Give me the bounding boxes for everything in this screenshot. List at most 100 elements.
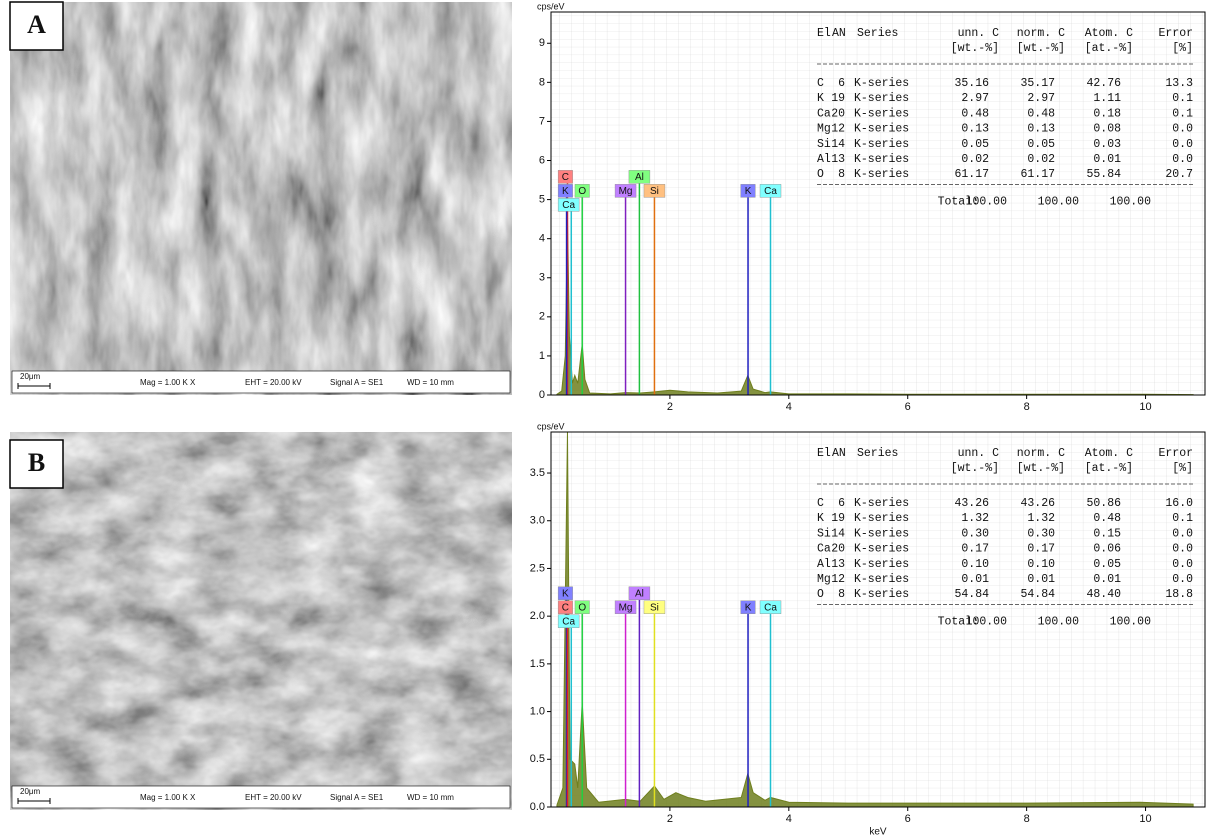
sem-info: WD = 10 mm [407,793,454,802]
sem-image [10,2,512,395]
table-cell: 0.02 [1027,153,1055,166]
table-cell: 0.17 [1027,543,1055,556]
x-tick-label: 10 [1139,813,1151,825]
y-tick-label: 3 [539,272,545,284]
table-cell: 0.1 [1172,92,1193,105]
x-tick-label: 4 [786,813,792,825]
table-cell: 0.0 [1172,138,1193,151]
table-header: El [817,447,831,460]
table-cell: 8 [838,588,845,601]
table-cell: 0.0 [1172,153,1193,166]
sem-info: Signal A = SE1 [330,378,384,387]
table-cell: 0.01 [1093,573,1121,586]
table-unit: [%] [1172,42,1193,55]
table-header: Atom. C [1085,447,1133,460]
element-label: K [562,588,569,599]
table-header: unn. C [958,27,1000,40]
table-cell: 6 [838,77,845,90]
x-tick-label: 8 [1024,813,1030,825]
table-header: norm. C [1017,27,1065,40]
table-cell: K-series [854,588,909,601]
table-cell: K-series [854,107,909,120]
table-cell: 0.1 [1172,512,1193,525]
table-cell: K-series [854,512,909,525]
table-unit: [wt.-%] [1017,42,1065,55]
scale-bar-label: 20μm [20,372,41,381]
table-cell: Al [817,153,831,166]
y-axis-label: cps/eV [537,1,565,11]
table-cell: 0.05 [961,138,989,151]
table-cell: 42.76 [1086,77,1121,90]
x-tick-label: 2 [667,401,673,413]
x-axis-label: keV [869,827,887,838]
table-cell: 0.48 [1093,512,1121,525]
x-tick-label: 6 [905,401,911,413]
table-cell: 13 [831,558,845,571]
table-cell: 19 [831,512,845,525]
table-cell: 0.01 [1027,573,1055,586]
table-cell: 54.84 [954,588,989,601]
table-total: 100.00 [1110,195,1152,208]
table-cell: 48.40 [1086,588,1121,601]
sem-info: EHT = 20.00 kV [245,378,302,387]
table-header: norm. C [1017,447,1065,460]
y-tick-label: 2.0 [530,610,545,622]
figure: 20μmMag = 1.00 K XEHT = 20.00 kVSignal A… [0,0,1210,840]
element-label: C [562,602,569,613]
element-label: O [578,602,586,613]
element-label: Ca [562,200,575,211]
table-header: Series [857,27,898,40]
table-cell: 50.86 [1086,497,1121,510]
y-tick-label: 0.5 [530,753,545,765]
table-cell: K [817,512,824,525]
element-label: K [745,602,752,613]
table-header: Error [1158,447,1193,460]
table-cell: 0.17 [961,543,989,556]
table-cell: K-series [854,77,909,90]
table-unit: [%] [1172,462,1193,475]
table-cell: 0.0 [1172,543,1193,556]
table-cell: 61.17 [954,168,989,181]
table-cell: 0.08 [1093,123,1121,136]
table-header: Atom. C [1085,27,1133,40]
y-tick-label: 4 [539,233,545,245]
element-label: Al [635,588,644,599]
x-tick-label: 6 [905,813,911,825]
scale-bar-label: 20μm [20,787,41,796]
table-cell: 0.10 [961,558,989,571]
element-label: K [745,186,752,197]
table-unit: [wt.-%] [951,462,999,475]
table-cell: K-series [854,138,909,151]
panel-label: A [27,10,46,39]
y-tick-label: 0.0 [530,801,545,813]
sem-info: Signal A = SE1 [330,793,384,802]
table-cell: Ca [817,107,831,120]
table-cell: 0.02 [961,153,989,166]
table-cell: 0.0 [1172,527,1193,540]
table-cell: Si [817,138,831,151]
element-label: Mg [619,186,633,197]
table-cell: 0.06 [1093,543,1121,556]
table-cell: 1.32 [961,512,989,525]
table-cell: 13.3 [1165,77,1193,90]
table-cell: 0.30 [961,527,989,540]
table-cell: 14 [831,138,845,151]
table-cell: 0.05 [1093,558,1121,571]
table-cell: 1.11 [1093,92,1121,105]
sem-info: EHT = 20.00 kV [245,793,302,802]
y-tick-label: 2 [539,311,545,323]
y-tick-label: 1.5 [530,658,545,670]
table-cell: K-series [854,497,909,510]
table-cell: 1.32 [1027,512,1055,525]
table-cell: 13 [831,153,845,166]
table-cell: 0.05 [1027,138,1055,151]
table-cell: K-series [854,527,909,540]
sem-image [10,432,512,810]
y-tick-label: 8 [539,76,545,88]
table-cell: Mg [817,123,831,136]
element-label: Ca [764,186,777,197]
table-cell: 0.0 [1172,573,1193,586]
y-tick-label: 1 [539,350,545,362]
y-tick-label: 6 [539,154,545,166]
table-unit: [wt.-%] [951,42,999,55]
